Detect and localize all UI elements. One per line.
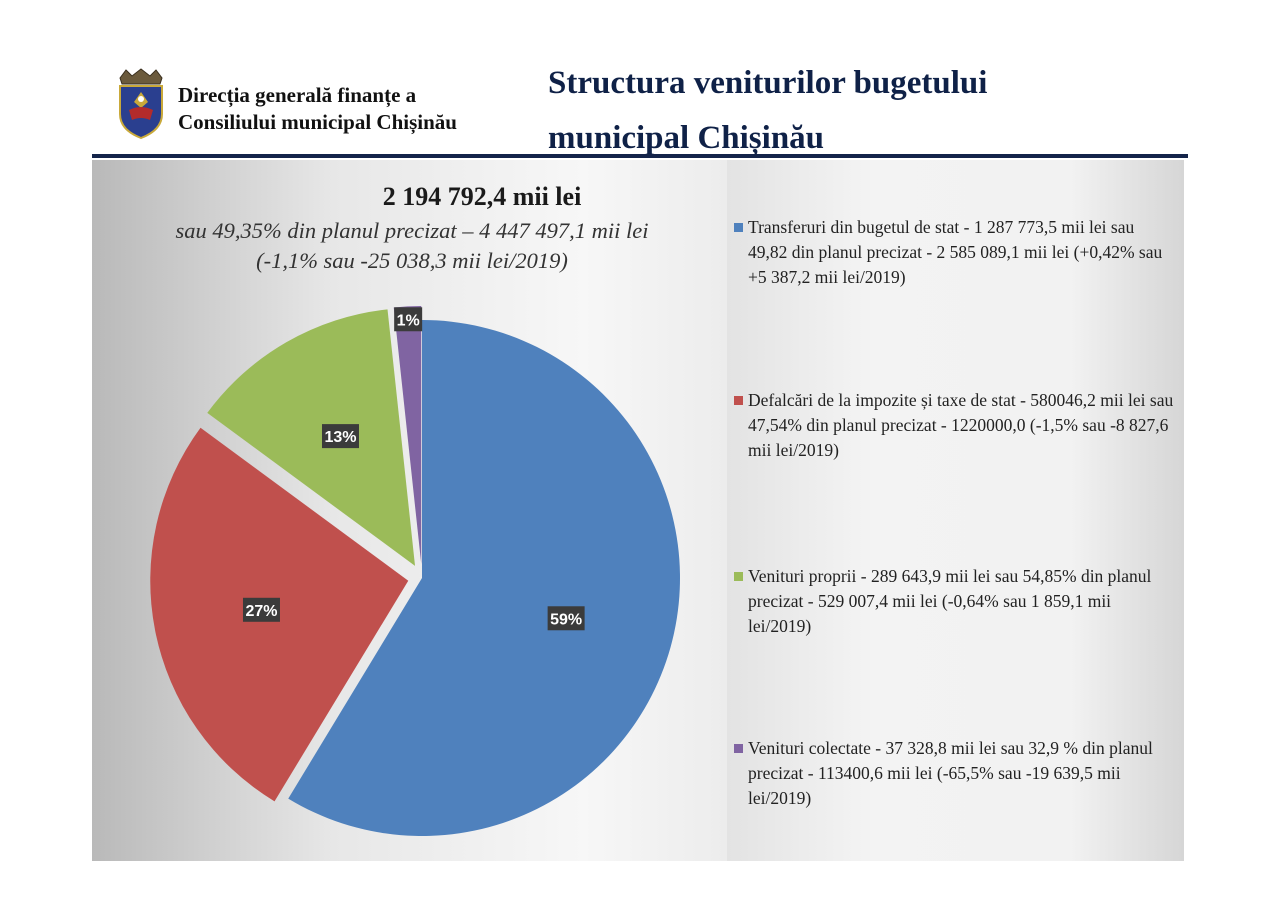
legend-item: Transferuri din bugetul de stat - 1 287 … (734, 215, 1174, 290)
pie-slice (393, 306, 422, 565)
legend-text: Defalcări de la impozite și taxe de stat… (748, 390, 1174, 460)
legend-item: Venituri colectate - 37 328,8 mii lei sa… (734, 736, 1174, 811)
organization-line-1: Direcția generală finanțe a (178, 83, 417, 107)
pie-chart: 59% 27% 13% 1% (150, 306, 680, 836)
svg-text:59%: 59% (550, 611, 582, 628)
svg-text:13%: 13% (324, 429, 356, 446)
header: Direcția generală finanțe a Consiliului … (0, 0, 1280, 160)
budget-summary: sau 49,35% din planul precizat – 4 447 4… (112, 216, 712, 276)
slice-label: 27% (242, 597, 280, 622)
slice-label: 1% (394, 307, 423, 332)
legend-background (727, 160, 1184, 861)
slice-label: 59% (547, 606, 585, 631)
legend-text: Venituri colectate - 37 328,8 mii lei sa… (748, 738, 1153, 808)
budget-summary-line-1: sau 49,35% din planul precizat – 4 447 4… (175, 218, 649, 243)
svg-text:27%: 27% (245, 603, 277, 620)
legend-marker (734, 572, 743, 581)
page-title-line-2: municipal Chișinău (548, 120, 825, 156)
legend-text: Transferuri din bugetul de stat - 1 287 … (748, 217, 1163, 287)
legend-text: Venituri proprii - 289 643,9 mii lei sau… (748, 566, 1152, 636)
organization-name: Direcția generală finanțe a Consiliului … (178, 82, 457, 136)
budget-total: 2 194 792,4 mii lei (382, 182, 582, 211)
pie-slice (288, 320, 680, 836)
legend-item: Defalcări de la impozite și taxe de stat… (734, 388, 1174, 463)
legend-marker (734, 223, 743, 232)
legend-marker (734, 396, 743, 405)
legend-marker (734, 744, 743, 753)
budget-summary-line-2: (-1,1% sau -25 038,3 mii lei/2019) (256, 248, 568, 273)
pie-slice (207, 309, 416, 566)
header-divider (92, 154, 1188, 158)
svg-text:1%: 1% (397, 312, 420, 329)
slice-label: 13% (321, 424, 359, 449)
page-title: Structura veniturilor bugetului municipa… (548, 56, 987, 166)
chart-panel: 2 194 792,4 mii lei sau 49,35% din planu… (92, 160, 1184, 861)
organization-line-2: Consiliului municipal Chișinău (178, 110, 457, 134)
legend-item: Venituri proprii - 289 643,9 mii lei sau… (734, 564, 1174, 639)
page-title-line-1: Structura veniturilor bugetului (548, 65, 988, 101)
coat-of-arms-icon (119, 68, 163, 140)
